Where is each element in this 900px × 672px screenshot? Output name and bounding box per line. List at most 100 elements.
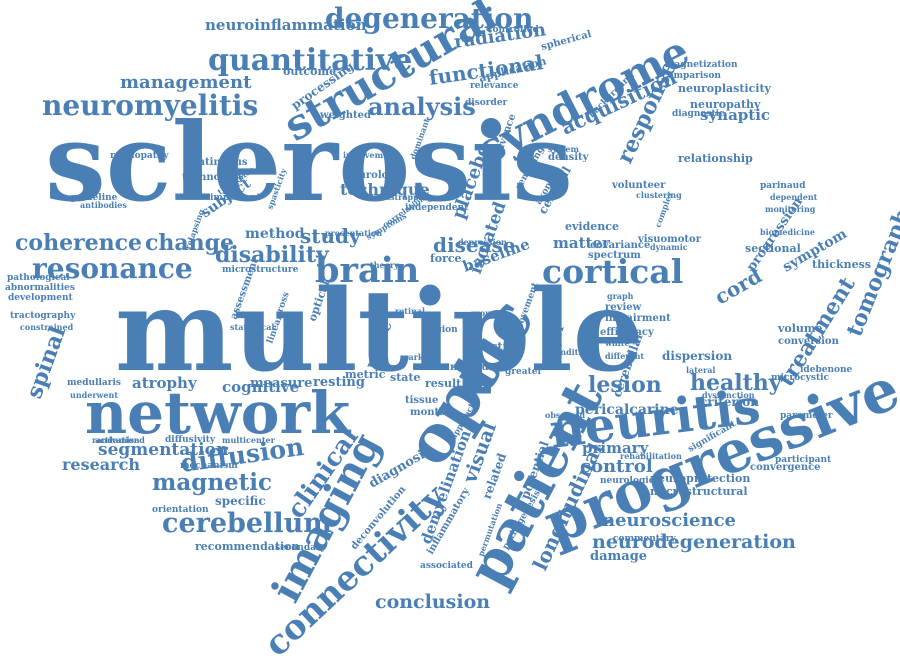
word-relevance: relevance xyxy=(470,81,519,91)
word-biomedicine: biomedicine xyxy=(760,227,815,237)
word-covariance: covariance xyxy=(590,240,650,251)
word-technology: technology xyxy=(182,172,245,183)
word-diagnostic: diagnostic xyxy=(672,109,725,119)
word-conversion: conversion xyxy=(778,336,840,347)
word-presentation: presentation xyxy=(325,228,382,238)
word-recommendation: recommendation xyxy=(195,540,300,553)
word-neuropathy: neuropathy xyxy=(690,98,761,111)
word-continuous: continuous xyxy=(185,157,248,168)
word-technique: technique xyxy=(340,180,430,199)
word-dispersion: dispersion xyxy=(662,349,732,363)
word-tractography: tractography xyxy=(10,311,76,321)
word-multicenter: multicenter xyxy=(222,435,276,445)
word-neuroprotection: neuroprotection xyxy=(650,472,750,485)
word-sectional: sectional xyxy=(745,242,801,255)
word-participant: participant xyxy=(775,455,832,465)
word-state: state xyxy=(390,371,420,384)
word-magnetic: magnetic xyxy=(152,469,272,496)
word-tissue: tissue xyxy=(405,395,438,406)
word-neuroscience: neuroscience xyxy=(602,510,736,531)
word-parameter: parameter xyxy=(780,411,833,421)
word-result: result xyxy=(425,377,462,390)
word-condition: condition xyxy=(550,347,593,357)
word-antibodies: antibodies xyxy=(80,200,127,210)
word-dynamic: dynamic xyxy=(650,242,688,252)
word-outcome: outcome xyxy=(283,65,336,78)
word-measure: measure xyxy=(250,376,312,391)
word-microcystic: microcystic xyxy=(771,373,830,383)
word-weighted: weighted xyxy=(319,110,371,121)
word-important: important xyxy=(210,193,262,203)
word-impairment: impairment xyxy=(605,313,671,324)
word-nervous: nervous xyxy=(450,362,495,373)
word-spectrum: spectrum xyxy=(588,250,641,261)
word-constrained: constrained xyxy=(20,322,74,332)
word-monitoring: monitoring xyxy=(765,204,816,214)
word-force: force xyxy=(430,252,462,265)
word-criterion: criterion xyxy=(700,395,759,409)
word-review: review xyxy=(605,302,642,313)
word-management: management xyxy=(120,72,252,93)
word-damage: damage xyxy=(590,549,647,564)
word-metric: metric xyxy=(345,368,386,381)
word-magnetization: magnetization xyxy=(665,60,738,70)
word-cognitive: cognitive xyxy=(222,378,299,396)
word-efficiency: efficiency xyxy=(600,327,655,338)
word-retinal: retinal xyxy=(395,306,425,316)
word-involvement: involvement xyxy=(343,150,398,160)
word-conclusion: conclusion xyxy=(375,591,490,613)
word-disease: disease xyxy=(433,233,516,257)
word-volunteer: volunteer xyxy=(611,180,666,191)
word-diffusivity: diffusivity xyxy=(165,435,216,445)
word-network: network xyxy=(85,379,352,447)
word-analysis: analysis xyxy=(368,92,476,121)
word-disability: disability xyxy=(215,242,330,268)
word-method: method xyxy=(245,226,305,242)
word-pathological: pathological xyxy=(7,273,70,283)
word-independent: independent xyxy=(405,203,469,213)
word-retinopathy: retinopathy xyxy=(110,151,169,161)
word-primary: primary xyxy=(582,439,650,457)
word-commentary: commentary xyxy=(613,534,677,544)
word-evidence: evidence xyxy=(565,220,619,233)
word-bootstrapping: bootstrapping xyxy=(370,192,434,202)
word-guideline: guideline xyxy=(70,193,118,203)
word-neuroinflammation: neuroinflammation xyxy=(205,16,367,34)
word-cortical: cortical xyxy=(542,252,683,291)
word-theory: theory xyxy=(370,260,399,270)
word-atrophy: atrophy xyxy=(132,374,198,392)
word-matter: matter xyxy=(553,234,611,252)
word-coherence: coherence xyxy=(15,230,142,256)
word-month: month xyxy=(410,407,447,418)
word-quantitative: quantitative xyxy=(208,43,412,78)
word-system: system xyxy=(548,144,579,154)
word-research: research xyxy=(62,455,140,474)
word-controlled: controlled xyxy=(487,25,539,35)
word-comparison: comparison xyxy=(662,71,721,81)
word-abnormalities: abnormalities xyxy=(5,283,75,293)
word-control: control xyxy=(580,456,653,477)
word-white: white xyxy=(604,338,630,348)
word-spherical: spherical xyxy=(540,29,593,53)
word-study: study xyxy=(300,224,362,248)
word-resonance: resonance xyxy=(32,252,193,285)
word-development: development xyxy=(8,293,73,303)
word-neuromyelitis: neuromyelitis xyxy=(42,89,258,122)
word-randomised: randomised xyxy=(92,435,145,445)
word-region: region xyxy=(425,325,458,335)
word-convergence: convergence xyxy=(750,462,821,473)
word-segmentation: segmentation xyxy=(98,440,228,460)
word-specific: specific xyxy=(215,494,266,508)
word-greater: greater xyxy=(505,367,542,377)
word-associated: associated xyxy=(420,561,474,571)
word-visuomotor: visuomotor xyxy=(637,234,702,245)
word-relationship: relationship xyxy=(678,152,753,165)
word-group: group xyxy=(470,308,497,318)
word-neurology: neurology xyxy=(345,170,402,181)
word-mechanism: mechanism xyxy=(180,461,238,471)
word-cerebellum: cerebellum xyxy=(162,508,332,539)
word-change: change xyxy=(145,230,234,256)
word-neurodegeneration: neurodegeneration xyxy=(592,531,796,553)
word-secondary: secondary xyxy=(275,543,327,553)
